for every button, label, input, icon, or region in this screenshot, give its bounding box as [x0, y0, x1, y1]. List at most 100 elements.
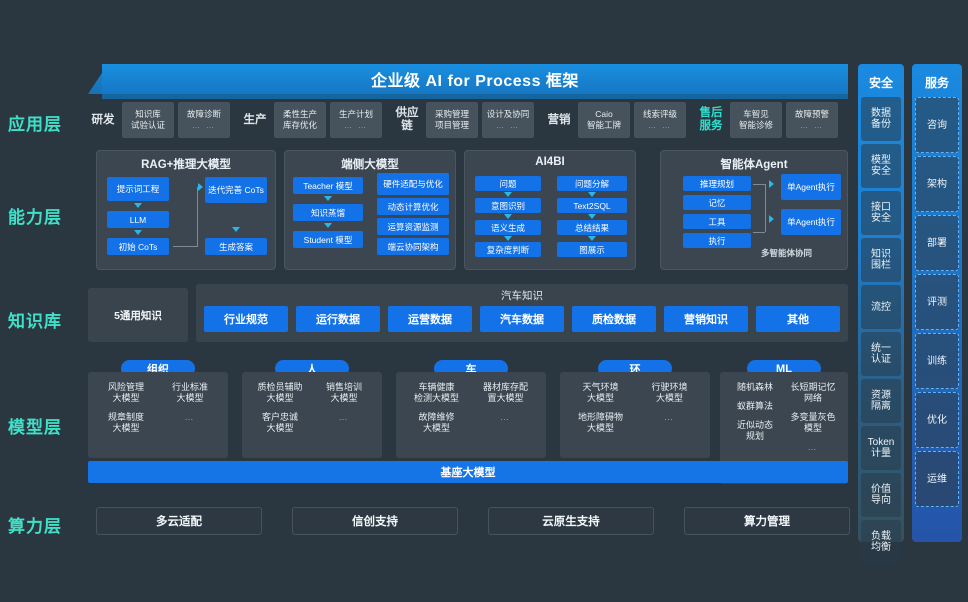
app-cell[interactable]: 故障预警 … …: [786, 102, 838, 138]
app-cell[interactable]: 生产计划 … …: [330, 102, 382, 138]
model-group-panel: 天气环境 大模型 地形障碍物 大模型 行驶环境 大模型 …: [560, 372, 710, 458]
model-item: 销售培训 大模型: [325, 382, 362, 403]
app-group-marketing[interactable]: 营销 Caio 智能工牌 线索评级 … …: [544, 99, 686, 141]
arrow-right-icon: [769, 215, 774, 223]
service-item-optimization[interactable]: 优化: [915, 392, 959, 448]
app-group-rd[interactable]: 研发 知识库 试验认证 故障诊断 … …: [88, 99, 230, 141]
chip[interactable]: 执行: [683, 233, 751, 248]
service-item-deployment[interactable]: 部署: [915, 215, 959, 271]
chip[interactable]: Teacher 模型: [293, 177, 363, 194]
chip[interactable]: 推理规划: [683, 176, 751, 191]
chip[interactable]: 运算资源监测: [377, 218, 449, 235]
chip[interactable]: 生成答案: [205, 238, 267, 255]
security-item-unified-auth[interactable]: 统一 认证: [861, 332, 901, 376]
app-cell-line2: 项目管理: [434, 120, 469, 130]
chip[interactable]: 意图识别: [475, 198, 541, 213]
model-item: 蚁群算法: [736, 401, 773, 411]
capability-box-ai4bi[interactable]: AI4BI 问题 意图识别 语义生成 复杂度判断 问题分解 Text2SQL 总…: [464, 150, 636, 270]
compute-box-xinchuang[interactable]: 信创支持: [292, 507, 458, 535]
layer-label-compute: 算力层: [8, 517, 62, 536]
security-item-flow-control[interactable]: 流控: [861, 285, 901, 329]
knowledge-chip[interactable]: 运行数据: [296, 306, 380, 332]
knowledge-chip[interactable]: 营销知识: [664, 306, 748, 332]
security-item-load-balancing[interactable]: 负载 均衡: [861, 520, 901, 564]
chip[interactable]: 单Agent执行: [781, 174, 841, 200]
connector-line: [753, 232, 765, 233]
model-item: 近似动态 规划: [736, 420, 773, 441]
service-item-evaluation[interactable]: 评测: [915, 274, 959, 330]
service-item-training[interactable]: 训练: [915, 333, 959, 389]
capability-title: 智能体Agent: [720, 159, 788, 171]
chip[interactable]: 硬件适配与优化: [377, 173, 449, 195]
app-cell[interactable]: 知识库 试验认证: [122, 102, 174, 138]
base-model-bar[interactable]: 基座大模型: [88, 461, 848, 483]
arrow-down-icon: [232, 227, 240, 232]
capability-box-edge[interactable]: 端侧大模型 Teacher 模型 知识蒸馏 Student 模型 硬件适配与优化…: [284, 150, 456, 270]
knowledge-general-box[interactable]: 5通用知识: [88, 288, 188, 342]
security-item-api-security[interactable]: 接口 安全: [861, 191, 901, 235]
app-group-production[interactable]: 生产 柔性生产 库存优化 生产计划 … …: [240, 99, 382, 141]
capability-box-rag[interactable]: RAG+推理大模型 提示词工程 LLM 初始 CoTs 迭代完善 CoTs 生成…: [96, 150, 276, 270]
app-cell[interactable]: 车智见 智能诊修: [730, 102, 782, 138]
model-item: 天气环境 大模型: [582, 382, 619, 403]
knowledge-chip[interactable]: 质检数据: [572, 306, 656, 332]
capability-box-agent[interactable]: 智能体Agent 推理规划 记忆 工具 执行 单Agent执行 单Agent执行…: [660, 150, 848, 270]
knowledge-chip[interactable]: 其他: [756, 306, 840, 332]
model-col: 行驶环境 大模型 …: [635, 382, 704, 452]
security-item-value-guidance[interactable]: 价值 导向: [861, 473, 901, 517]
chip[interactable]: 动态计算优化: [377, 198, 449, 215]
chip[interactable]: Text2SQL: [557, 198, 627, 213]
agent-collab-note: 多智能体协同: [761, 248, 813, 258]
app-cell[interactable]: 线索评级 … …: [634, 102, 686, 138]
chip[interactable]: 单Agent执行: [781, 209, 841, 235]
app-group-label: 研发: [91, 114, 115, 126]
security-item-model-security[interactable]: 模型 安全: [861, 144, 901, 188]
app-cell[interactable]: 采购管理 项目管理: [426, 102, 478, 138]
app-group-after-sales[interactable]: 售后服务 车智见 智能诊修 故障预警 … …: [696, 99, 838, 141]
chip[interactable]: 语义生成: [475, 220, 541, 235]
service-item-list: 咨询 架构 部署 评测 训练 优化 运维: [915, 97, 959, 507]
app-group-label: 营销: [547, 114, 571, 126]
chip[interactable]: 问题: [475, 176, 541, 191]
security-item-knowledge-fence[interactable]: 知识 围栏: [861, 238, 901, 282]
chip[interactable]: 问题分解: [557, 176, 627, 191]
knowledge-chip[interactable]: 汽车数据: [480, 306, 564, 332]
chip[interactable]: LLM: [107, 211, 169, 228]
chip[interactable]: 初始 CoTs: [107, 238, 169, 255]
chip[interactable]: 端云协同架构: [377, 238, 449, 255]
knowledge-chip[interactable]: 运营数据: [388, 306, 472, 332]
security-item-data-backup[interactable]: 数据 备份: [861, 97, 901, 141]
app-cell-line2: … …: [343, 121, 369, 130]
compute-box-multicloud[interactable]: 多云适配: [96, 507, 262, 535]
chip[interactable]: 迭代完善 CoTs: [205, 177, 267, 203]
app-cell[interactable]: 柔性生产 库存优化: [274, 102, 326, 138]
knowledge-chip[interactable]: 行业规范: [204, 306, 288, 332]
security-item-token-metering[interactable]: Token 计量: [861, 426, 901, 470]
model-col: 行业标准 大模型 …: [158, 382, 222, 452]
service-item-consulting[interactable]: 咨询: [915, 97, 959, 153]
chip[interactable]: Student 模型: [293, 231, 363, 248]
chip[interactable]: 提示词工程: [107, 177, 169, 201]
chip[interactable]: 图展示: [557, 242, 627, 257]
service-item-operations[interactable]: 运维: [915, 451, 959, 507]
security-column: 安全 数据 备份 模型 安全 接口 安全 知识 围栏 流控 统一 认证 资源 隔离 Toke…: [858, 64, 904, 564]
chip[interactable]: 知识蒸馏: [293, 204, 363, 221]
app-cell[interactable]: 设计及协同 … …: [482, 102, 534, 138]
app-group-supply-chain[interactable]: 供应链 采购管理 项目管理 设计及协同 … …: [392, 99, 534, 141]
model-item: 车辆健康 检测大模型: [413, 382, 459, 403]
app-cell[interactable]: Caio 智能工牌: [578, 102, 630, 138]
chip[interactable]: 工具: [683, 214, 751, 229]
security-item-resource-isolation[interactable]: 资源 隔离: [861, 379, 901, 423]
model-item: 规章制度 大模型: [107, 412, 144, 433]
compute-box-management[interactable]: 算力管理: [684, 507, 850, 535]
chip[interactable]: 复杂度判断: [475, 242, 541, 257]
service-item-architecture[interactable]: 架构: [915, 156, 959, 212]
model-col: 质检员辅助 大模型 客户忠诚 大模型: [248, 382, 312, 452]
layer-label-application: 应用层: [8, 115, 62, 134]
arrow-down-icon: [324, 223, 332, 228]
chip[interactable]: 总结结果: [557, 220, 627, 235]
compute-box-cloudnative[interactable]: 云原生支持: [488, 507, 654, 535]
chip[interactable]: 记忆: [683, 195, 751, 210]
arrow-down-icon: [588, 236, 596, 241]
app-cell[interactable]: 故障诊断 … …: [178, 102, 230, 138]
